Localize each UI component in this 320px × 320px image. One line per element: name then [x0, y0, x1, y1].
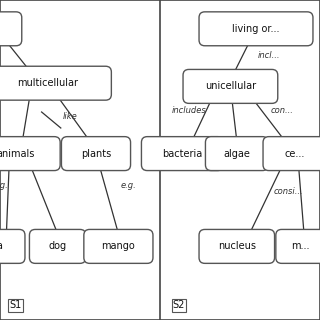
FancyBboxPatch shape: [276, 229, 320, 263]
Text: S1: S1: [10, 300, 22, 310]
Text: con...: con...: [270, 106, 293, 115]
FancyBboxPatch shape: [141, 137, 223, 171]
FancyBboxPatch shape: [263, 137, 320, 171]
Text: like: like: [63, 112, 78, 121]
FancyBboxPatch shape: [183, 69, 278, 103]
Text: e.g.: e.g.: [0, 181, 8, 190]
FancyBboxPatch shape: [61, 137, 131, 171]
Text: includes: includes: [172, 106, 206, 115]
Text: m...: m...: [292, 241, 310, 252]
Text: incl...: incl...: [258, 52, 280, 60]
FancyBboxPatch shape: [205, 137, 268, 171]
Text: e.g.: e.g.: [120, 181, 136, 190]
FancyBboxPatch shape: [29, 229, 86, 263]
FancyBboxPatch shape: [84, 229, 153, 263]
Text: animals: animals: [0, 148, 35, 159]
Text: algae: algae: [223, 148, 250, 159]
FancyBboxPatch shape: [199, 229, 275, 263]
Text: bacteria: bacteria: [162, 148, 203, 159]
Text: dog: dog: [49, 241, 67, 252]
Text: plants: plants: [81, 148, 111, 159]
Text: multicellular: multicellular: [18, 78, 78, 88]
FancyBboxPatch shape: [160, 0, 320, 320]
FancyBboxPatch shape: [0, 66, 111, 100]
Text: mango: mango: [101, 241, 135, 252]
FancyBboxPatch shape: [0, 229, 25, 263]
Text: consi...: consi...: [273, 188, 303, 196]
FancyBboxPatch shape: [0, 137, 60, 171]
FancyBboxPatch shape: [199, 12, 313, 46]
Text: ce...: ce...: [284, 148, 305, 159]
FancyBboxPatch shape: [0, 0, 166, 320]
Text: unicellular: unicellular: [205, 81, 256, 92]
Text: nucleus: nucleus: [218, 241, 256, 252]
Text: dria: dria: [0, 241, 3, 252]
Text: living or...: living or...: [232, 24, 280, 34]
FancyBboxPatch shape: [0, 12, 22, 46]
Text: S2: S2: [173, 300, 185, 310]
